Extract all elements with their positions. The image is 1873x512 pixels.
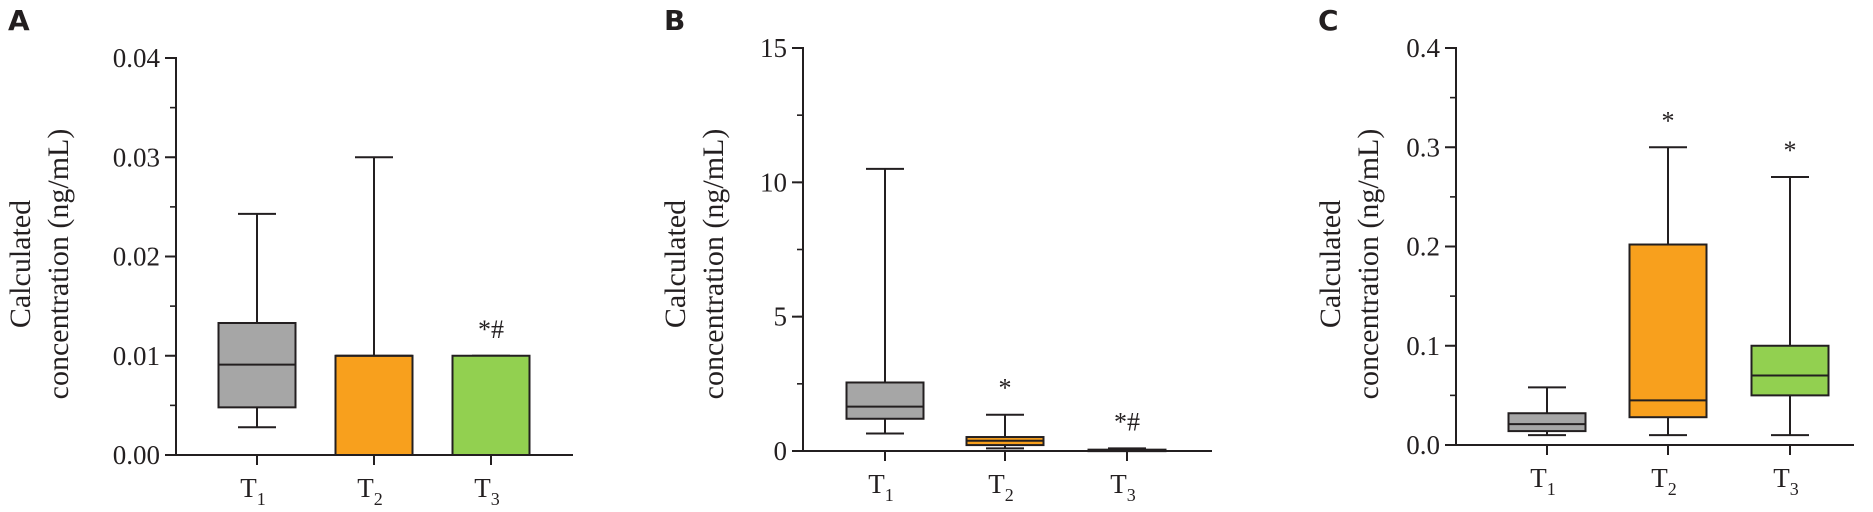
- y-axis-label: Calculated concentration (ng/mL): [1314, 129, 1385, 400]
- y-axis-label: Calculated concentration (ng/mL): [4, 129, 75, 400]
- y-axis-label-line: Calculated: [659, 200, 692, 328]
- y-tick-label: 10: [760, 167, 787, 197]
- box-iqr: [1507, 412, 1587, 433]
- panel-letter: C: [1318, 4, 1339, 37]
- box-T1: [1507, 386, 1587, 437]
- panel-letter: B: [664, 4, 685, 37]
- x-tick-label: T1: [868, 469, 894, 505]
- y-tick-label: 15: [760, 33, 787, 63]
- box-T2: *: [1628, 106, 1708, 437]
- y-tick-label: 0.1: [1406, 331, 1440, 361]
- box-iqr: [451, 354, 531, 456]
- y-tick-label: 0.2: [1406, 232, 1440, 262]
- y-tick-label: 0.02: [113, 242, 160, 272]
- x-tick-label: T1: [240, 473, 266, 507]
- significance-marker: *: [1662, 106, 1675, 135]
- y-tick-label: 5: [774, 302, 788, 332]
- y-tick-label: 0: [774, 436, 788, 466]
- y-tick-label: 0.4: [1406, 33, 1440, 63]
- x-tick-label: T3: [474, 473, 500, 507]
- box-T1: [845, 167, 925, 435]
- y-tick-label: 0.0: [1406, 430, 1440, 460]
- y-tick-label: 0.00: [113, 440, 160, 470]
- x-tick-label: T3: [1773, 463, 1799, 499]
- significance-marker: *#: [1114, 407, 1140, 436]
- significance-marker: *: [999, 374, 1012, 403]
- y-tick-label: 0.04: [113, 43, 161, 73]
- x-tick-label: T2: [988, 469, 1014, 505]
- y-tick-label: 0.01: [113, 341, 160, 371]
- y-tick-label: 0.03: [113, 142, 160, 172]
- y-axis-label-line: concentration (ng/mL): [697, 129, 730, 400]
- box-T3: *#: [1087, 407, 1167, 453]
- y-axis-label: Calculated concentration (ng/mL): [659, 129, 730, 400]
- x-tick-label: T2: [1651, 463, 1677, 499]
- box-T3: *: [1750, 136, 1830, 437]
- x-tick-label: T2: [357, 473, 383, 507]
- x-tick-label: T1: [1530, 463, 1556, 499]
- box-iqr: [334, 354, 414, 456]
- panel-B: B Calculated concentration (ng/mL) 0 5 10 15 T1…: [659, 4, 1212, 505]
- panel-C: C Calculated concentration (ng/mL) 0.0 0.1 0.…: [1314, 4, 1854, 499]
- panel-letter: A: [8, 4, 30, 37]
- panel-A: A Calculated concentration (ng/mL) 0.00 0.01…: [4, 4, 573, 509]
- box-T3: *#: [451, 315, 531, 456]
- box-T2: *: [965, 374, 1045, 450]
- y-axis-label-line: Calculated: [4, 200, 37, 328]
- x-tick-label: T3: [1110, 469, 1136, 505]
- box-T1: [217, 212, 297, 429]
- significance-marker: *: [1784, 136, 1797, 165]
- y-axis-label-line: concentration (ng/mL): [1352, 129, 1385, 400]
- y-axis-label-line: Calculated: [1314, 200, 1347, 328]
- box-iqr: [845, 381, 925, 420]
- y-axis-label-line: concentration (ng/mL): [42, 129, 75, 400]
- box-T2: [334, 156, 414, 456]
- box-iqr: [1628, 243, 1708, 419]
- significance-marker: *#: [478, 315, 504, 344]
- y-tick-label: 0.3: [1406, 132, 1440, 162]
- box-iqr: [1750, 344, 1830, 397]
